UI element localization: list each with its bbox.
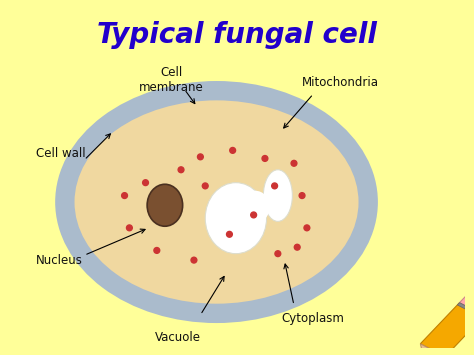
- Ellipse shape: [55, 81, 378, 323]
- Circle shape: [262, 155, 268, 162]
- Circle shape: [227, 231, 232, 237]
- Ellipse shape: [205, 183, 266, 254]
- Circle shape: [272, 183, 277, 189]
- Circle shape: [230, 147, 236, 153]
- Polygon shape: [420, 303, 474, 355]
- Circle shape: [122, 193, 128, 198]
- Circle shape: [291, 160, 297, 166]
- Circle shape: [275, 251, 281, 257]
- Text: Cell
membrane: Cell membrane: [139, 66, 204, 94]
- Text: Cytoplasm: Cytoplasm: [281, 312, 344, 325]
- Text: Nucleus: Nucleus: [36, 253, 82, 267]
- Ellipse shape: [147, 184, 182, 226]
- Polygon shape: [457, 303, 474, 318]
- Circle shape: [178, 167, 184, 173]
- Circle shape: [202, 183, 208, 189]
- Circle shape: [294, 244, 300, 250]
- Text: Typical fungal cell: Typical fungal cell: [97, 21, 377, 49]
- Circle shape: [191, 257, 197, 263]
- Text: Mitochondria: Mitochondria: [302, 76, 379, 89]
- Polygon shape: [420, 344, 445, 355]
- Text: Cell wall: Cell wall: [36, 147, 85, 160]
- Ellipse shape: [264, 170, 292, 222]
- Circle shape: [127, 225, 132, 231]
- Circle shape: [299, 193, 305, 198]
- Ellipse shape: [74, 100, 358, 304]
- Text: Vacuole: Vacuole: [155, 331, 201, 344]
- Circle shape: [154, 247, 160, 253]
- Circle shape: [251, 212, 256, 218]
- Ellipse shape: [241, 191, 270, 223]
- Circle shape: [143, 180, 148, 186]
- Circle shape: [198, 154, 203, 160]
- Polygon shape: [459, 296, 474, 316]
- Circle shape: [304, 225, 310, 231]
